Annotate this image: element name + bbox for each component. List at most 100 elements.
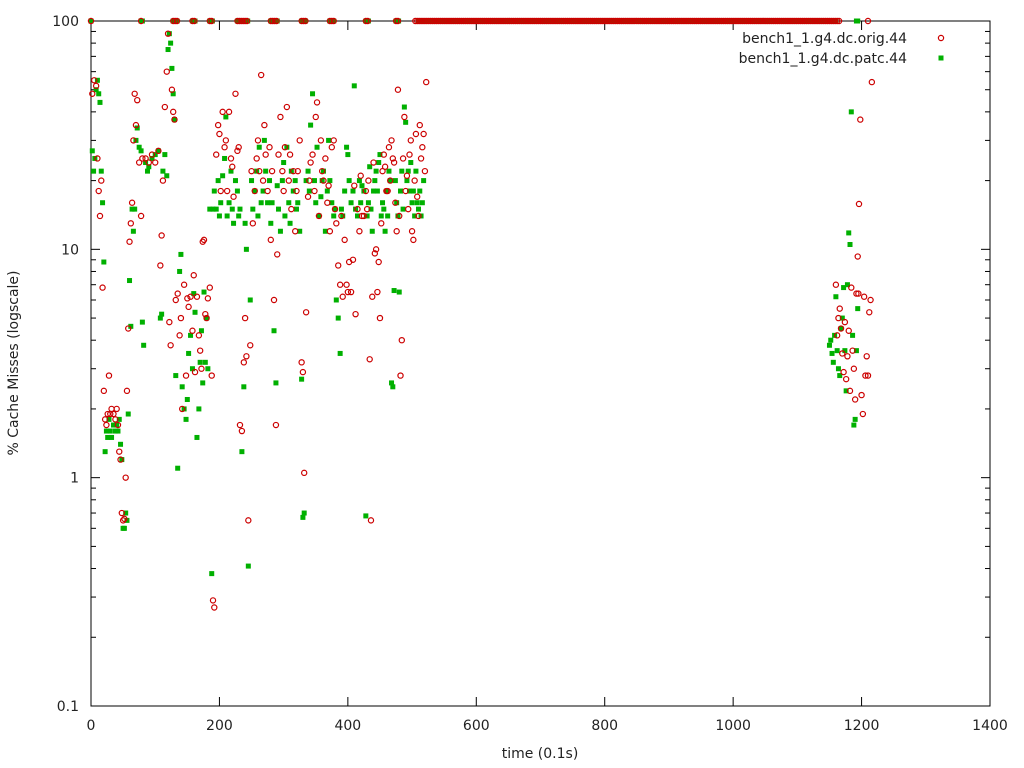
data-point [396,212,403,220]
data-point [178,405,186,413]
data-point [169,108,177,116]
y-tick-label: 0.1 [57,699,79,715]
data-point [393,228,400,235]
data-point [298,17,305,25]
data-point [331,205,339,213]
legend-label: bench1_1.g4.dc.orig.44 [742,31,907,47]
data-point [232,178,238,184]
data-point [216,213,222,219]
data-point [283,103,291,111]
data-point [382,228,388,234]
data-point [415,212,422,220]
data-point [103,428,109,434]
data-point [206,284,213,291]
data-point [394,86,402,93]
data-point [312,113,319,121]
x-tick-label: 600 [463,718,490,734]
data-point [369,228,375,234]
data-point [171,116,178,123]
data-point [419,144,426,151]
data-point [240,359,248,366]
data-point [264,187,271,195]
data-point [96,91,102,97]
data-point [205,366,211,372]
data-point [369,293,376,300]
data-point [271,17,278,25]
data-point [302,18,308,24]
data-point [300,17,307,25]
data-point [386,168,392,174]
data-point [364,213,370,219]
data-point [132,206,138,212]
data-point [332,206,338,212]
data-point [157,315,163,321]
data-point [318,167,326,175]
data-point [256,167,263,175]
data-point [849,347,856,354]
data-point [235,144,242,151]
data-point [243,246,249,252]
data-point [247,297,253,303]
x-tick-label: 200 [206,718,233,734]
data-point [162,152,168,158]
data-point [938,55,944,61]
data-point [855,290,862,297]
data-point [316,213,322,219]
data-point [401,104,407,110]
data-point [209,597,217,604]
data-point [864,17,872,25]
data-point [230,193,237,200]
data-point [398,336,405,344]
data-point [833,17,841,25]
data-point [204,315,210,321]
data-point [397,372,404,379]
data-point [207,206,213,212]
data-point [202,310,209,318]
data-point [182,372,190,379]
data-point [390,159,398,166]
data-point [422,78,430,86]
data-point [344,288,352,296]
data-point [306,177,313,184]
data-point [864,372,872,379]
data-point [295,200,301,206]
data-point [353,206,359,212]
data-point [313,200,319,206]
data-point [142,155,149,162]
data-point [272,421,280,429]
data-point [376,314,384,322]
data-point [420,130,427,138]
data-point [274,251,281,258]
data-point [279,178,285,184]
data-point [171,117,177,123]
data-point [141,342,147,348]
data-point [172,296,179,304]
data-point [229,206,235,212]
data-point [270,296,278,304]
data-point [269,200,275,206]
data-point [841,285,847,291]
data-point [213,206,219,212]
data-point [123,387,131,395]
data-point [311,178,317,184]
data-point [112,416,119,423]
data-point [268,167,276,175]
data-point [251,187,258,195]
data-point [862,372,869,379]
data-point [351,83,357,89]
data-point [91,77,98,84]
data-point [830,359,836,365]
data-point [354,213,360,219]
data-point [328,17,336,25]
data-point [335,315,341,321]
data-point [248,167,255,175]
data-point [320,168,326,174]
data-point [196,406,202,412]
data-point [394,17,402,25]
data-point [857,116,864,123]
data-point [356,178,362,184]
data-point [859,410,867,418]
data-point [330,137,337,144]
data-point [395,213,401,219]
data-point [277,113,284,121]
